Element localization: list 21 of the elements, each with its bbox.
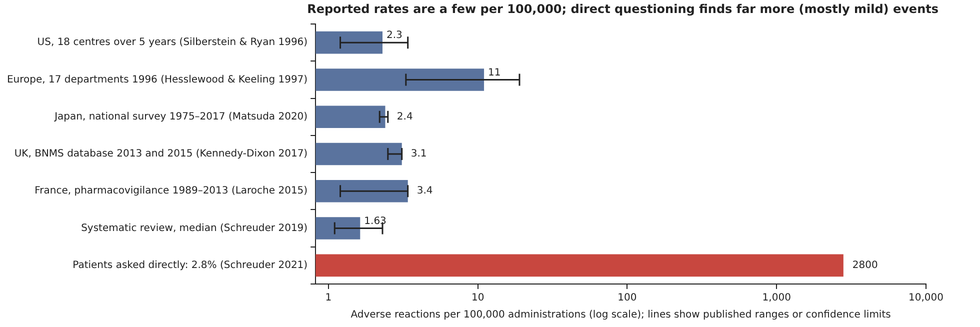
x-tick-label: 100: [618, 292, 637, 304]
data-label: 2800: [852, 260, 878, 272]
x-tick-label: 1: [325, 292, 332, 304]
data-label: 11: [488, 67, 501, 78]
x-tick-label: 10: [471, 292, 484, 304]
x-tick-label: 10,000: [908, 292, 944, 304]
data-label: 2.3: [386, 30, 402, 42]
data-label: 1.63: [364, 216, 386, 227]
chart-title: Reported rates are a few per 100,000; direct questioning finds far more (mostly mild) events: [307, 2, 938, 16]
y-tick-label: Patients asked directly: 2.8% (Schreuder 2021): [72, 260, 308, 272]
y-tick-label: Systematic review, median (Schreuder 2019): [81, 222, 308, 234]
y-tick-label: Europe, 17 departments 1996 (Hesslewood & Keeling 1997): [6, 74, 308, 86]
y-tick-label: US, 18 centres over 5 years (Silberstein & Ryan 1996): [37, 37, 308, 48]
data-label: 3.1: [410, 148, 427, 160]
y-tick-label: UK, BNMS database 2013 and 2015 (Kennedy-Dixon 2017): [14, 148, 308, 160]
y-tick-label: Japan, national survey 1975–2017 (Matsuda 2020): [54, 111, 308, 122]
x-tick-label: 1,000: [762, 292, 791, 304]
data-label: 3.4: [416, 186, 433, 197]
data-label: 2.4: [396, 111, 413, 122]
x-axis-title: Adverse reactions per 100,000 administrations (log scale); lines show published ranges or confidence limits: [350, 310, 891, 321]
y-tick-label: France, pharmacovigilance 1989–2013 (Laroche 2015): [34, 186, 308, 197]
